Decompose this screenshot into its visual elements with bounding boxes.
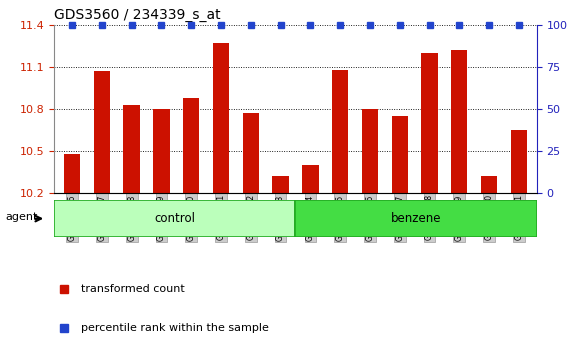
Bar bbox=[243, 113, 259, 193]
Bar bbox=[153, 109, 170, 193]
Bar bbox=[451, 50, 468, 193]
Bar bbox=[392, 116, 408, 193]
Bar bbox=[213, 43, 229, 193]
Bar bbox=[183, 98, 199, 193]
Bar bbox=[302, 165, 319, 193]
Text: transformed count: transformed count bbox=[81, 284, 184, 293]
Bar bbox=[421, 53, 438, 193]
Text: agent: agent bbox=[6, 212, 38, 222]
Text: benzene: benzene bbox=[391, 212, 441, 225]
Bar bbox=[64, 154, 81, 193]
Text: GDS3560 / 234339_s_at: GDS3560 / 234339_s_at bbox=[54, 8, 221, 22]
Bar bbox=[332, 70, 348, 193]
Bar bbox=[272, 176, 289, 193]
Text: control: control bbox=[154, 212, 195, 225]
Bar bbox=[481, 176, 497, 193]
Bar bbox=[510, 130, 527, 193]
Bar bbox=[54, 200, 296, 237]
Bar bbox=[362, 109, 378, 193]
Bar bbox=[123, 105, 140, 193]
Bar bbox=[296, 200, 537, 237]
Text: percentile rank within the sample: percentile rank within the sample bbox=[81, 323, 269, 333]
Bar bbox=[94, 71, 110, 193]
